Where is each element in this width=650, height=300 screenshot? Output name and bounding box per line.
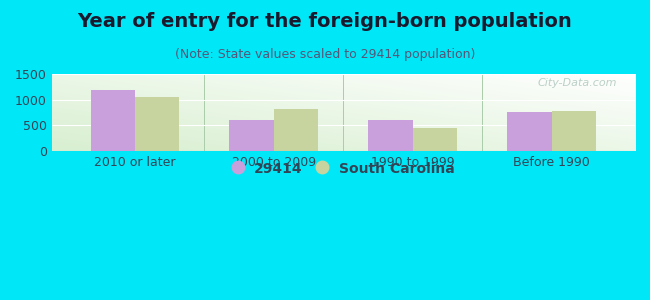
- Bar: [507, 112, 552, 151]
- Bar: [90, 90, 135, 151]
- Bar: [413, 128, 457, 151]
- Bar: [369, 120, 413, 151]
- Legend: 29414, South Carolina: 29414, South Carolina: [226, 155, 460, 181]
- Bar: [135, 97, 179, 151]
- Text: City-Data.com: City-Data.com: [538, 78, 617, 88]
- Bar: [274, 109, 318, 151]
- Text: (Note: State values scaled to 29414 population): (Note: State values scaled to 29414 popu…: [175, 48, 475, 61]
- Bar: [229, 120, 274, 151]
- Bar: [552, 111, 596, 151]
- Text: Year of entry for the foreign-born population: Year of entry for the foreign-born popul…: [77, 12, 573, 31]
